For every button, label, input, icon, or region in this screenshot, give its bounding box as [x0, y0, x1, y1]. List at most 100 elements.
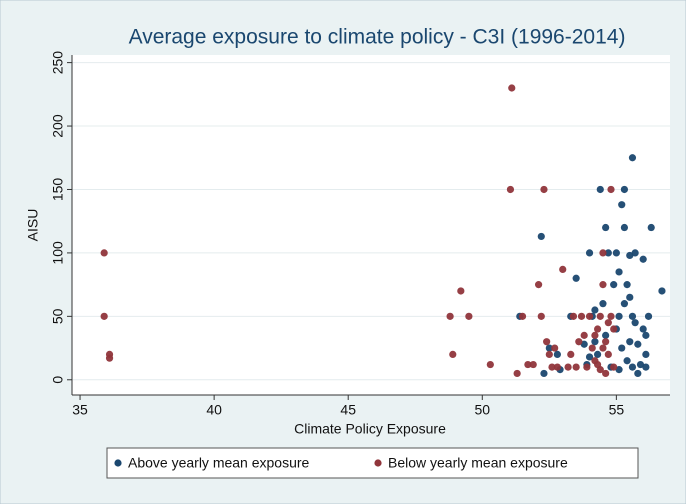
y-tick-label: 0	[50, 376, 66, 384]
point	[593, 325, 602, 333]
point	[588, 344, 596, 352]
point	[577, 312, 586, 320]
legend-label: Above yearly mean exposure	[128, 455, 310, 471]
point	[610, 325, 618, 333]
point	[599, 281, 607, 289]
point	[535, 281, 543, 289]
point	[537, 312, 545, 320]
x-tick-label: 35	[72, 402, 88, 418]
point	[100, 312, 108, 320]
point	[615, 268, 623, 276]
point	[623, 357, 631, 365]
point	[658, 287, 666, 295]
point	[628, 312, 637, 320]
point	[575, 338, 583, 346]
y-tick-label: 50	[50, 308, 66, 324]
point	[602, 338, 610, 346]
point	[572, 274, 580, 282]
y-tick-label: 200	[50, 114, 66, 138]
point	[551, 344, 559, 352]
point	[465, 312, 473, 320]
point	[599, 249, 607, 257]
point	[615, 312, 623, 320]
point	[591, 338, 599, 346]
point	[564, 363, 572, 371]
point	[585, 312, 594, 320]
point	[537, 232, 545, 241]
point	[604, 350, 612, 359]
point	[100, 249, 108, 257]
point	[486, 360, 494, 369]
point	[567, 350, 575, 359]
x-tick-label: 45	[340, 402, 356, 418]
point	[615, 366, 623, 374]
plot-area	[72, 55, 670, 395]
point	[545, 350, 553, 359]
point	[634, 340, 642, 348]
point	[634, 369, 642, 378]
point	[585, 249, 594, 257]
point	[639, 325, 647, 333]
x-tick-label: 50	[474, 402, 490, 418]
point	[610, 363, 618, 371]
point	[506, 185, 515, 194]
point	[602, 331, 610, 339]
point	[626, 251, 634, 260]
point	[618, 344, 626, 352]
point	[593, 350, 602, 359]
point	[631, 319, 639, 327]
point	[583, 363, 591, 371]
point	[602, 223, 610, 232]
point	[636, 360, 645, 369]
point	[607, 185, 615, 194]
point	[628, 363, 637, 371]
point	[559, 265, 567, 274]
y-axis-title: AISU	[25, 209, 41, 242]
point	[580, 331, 588, 339]
point	[599, 300, 607, 308]
point	[612, 249, 620, 257]
point	[642, 331, 650, 339]
point	[553, 363, 561, 371]
legend-marker	[374, 459, 382, 467]
point	[610, 281, 618, 289]
point	[553, 350, 561, 359]
point	[628, 154, 637, 162]
point	[540, 185, 548, 194]
point	[105, 354, 114, 362]
point	[569, 312, 578, 320]
point	[580, 340, 588, 348]
point	[599, 344, 607, 352]
y-tick-label: 150	[50, 178, 66, 202]
point	[591, 331, 599, 339]
point	[620, 223, 629, 232]
point	[642, 363, 650, 371]
point	[620, 300, 629, 308]
point	[604, 249, 612, 257]
point	[529, 360, 537, 369]
point	[626, 293, 634, 301]
point	[540, 369, 548, 378]
point	[518, 312, 527, 320]
point	[604, 319, 612, 327]
point	[545, 344, 553, 352]
point	[548, 363, 556, 371]
y-tick-label: 250	[50, 51, 66, 75]
chart-title: Average exposure to climate policy - C3I…	[129, 26, 626, 49]
point	[457, 287, 465, 295]
point	[591, 306, 599, 314]
point	[446, 312, 454, 320]
point	[543, 338, 551, 346]
point	[508, 84, 516, 92]
point	[593, 360, 602, 369]
point	[585, 353, 594, 361]
point	[642, 350, 650, 359]
point	[449, 350, 457, 359]
y-tick-label: 100	[50, 241, 66, 265]
point	[607, 312, 615, 320]
point	[639, 255, 647, 263]
point	[618, 201, 626, 209]
point	[623, 281, 631, 289]
x-tick-label: 40	[206, 402, 222, 418]
